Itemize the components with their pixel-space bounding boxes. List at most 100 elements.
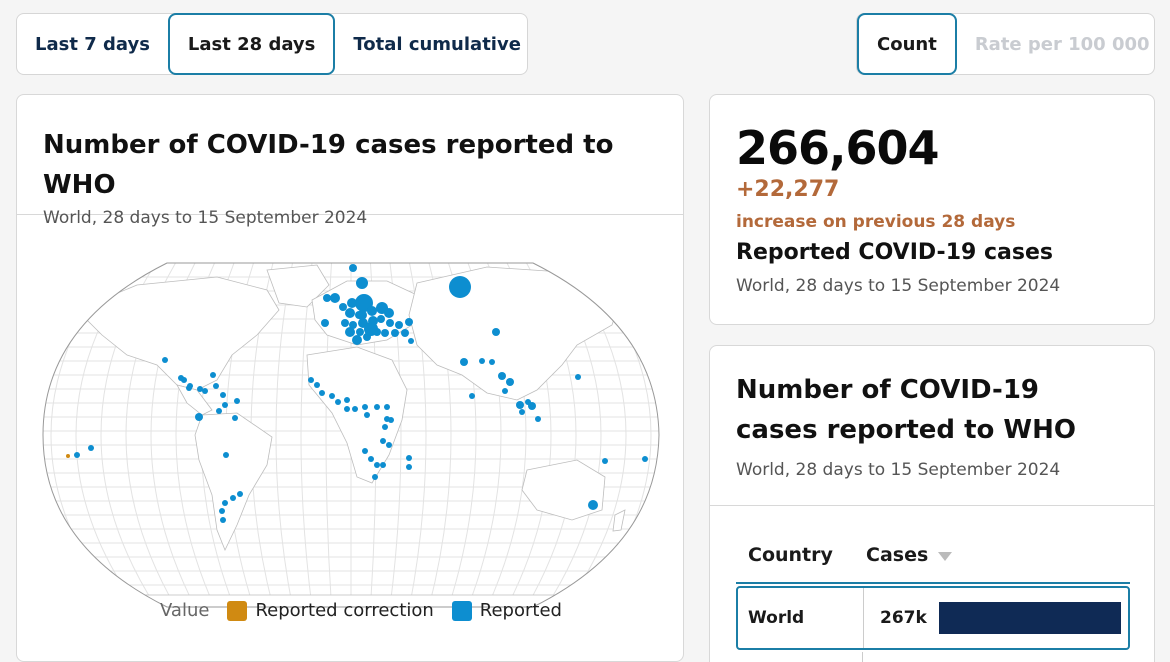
country-bubble[interactable]	[355, 311, 363, 319]
country-bubble[interactable]	[232, 415, 238, 421]
country-bubble[interactable]	[374, 404, 380, 410]
country-bubble[interactable]	[222, 500, 228, 506]
country-bubble[interactable]	[341, 319, 349, 327]
country-bubble[interactable]	[74, 452, 80, 458]
country-bubble[interactable]	[388, 417, 394, 423]
country-bubble[interactable]	[386, 442, 392, 448]
tab-rate-per-100000[interactable]: Rate per 100 000	[957, 14, 1168, 74]
table-row[interactable]: World 267k	[736, 586, 1130, 650]
country-bubble[interactable]	[479, 358, 485, 364]
country-bubble[interactable]	[319, 390, 325, 396]
country-bubble[interactable]	[321, 319, 329, 327]
country-bubble[interactable]	[382, 424, 388, 430]
country-bubble[interactable]	[449, 276, 471, 298]
country-bubble[interactable]	[223, 452, 229, 458]
country-bubble[interactable]	[162, 357, 168, 363]
country-bubble[interactable]	[345, 327, 355, 337]
country-bubble[interactable]	[362, 404, 368, 410]
country-bubble[interactable]	[498, 372, 506, 380]
country-bubble[interactable]	[502, 388, 508, 394]
country-bubble[interactable]	[356, 328, 364, 336]
country-bubble[interactable]	[347, 298, 357, 308]
country-bubble[interactable]	[219, 508, 225, 514]
country-bubble[interactable]	[575, 374, 581, 380]
country-bubble[interactable]	[345, 308, 355, 318]
world-map[interactable]	[17, 215, 683, 661]
country-bubble[interactable]	[202, 388, 208, 394]
country-bubble[interactable]	[323, 294, 331, 302]
legend-item-reported[interactable]: Reported	[451, 600, 562, 621]
country-bubble[interactable]	[391, 329, 399, 337]
country-bubble[interactable]	[364, 412, 370, 418]
country-bubble[interactable]	[492, 328, 500, 336]
country-bubble[interactable]	[349, 264, 357, 272]
country-bubble[interactable]	[197, 386, 203, 392]
country-bubble[interactable]	[362, 448, 368, 454]
correction-bubble[interactable]	[66, 454, 70, 458]
country-bubble[interactable]	[88, 445, 94, 451]
country-bubble[interactable]	[222, 402, 228, 408]
country-bubble[interactable]	[329, 393, 335, 399]
country-bubble[interactable]	[642, 456, 648, 462]
country-bubble[interactable]	[308, 377, 314, 383]
country-bubble[interactable]	[230, 495, 236, 501]
country-bubble[interactable]	[489, 359, 495, 365]
tab-total-cumulative[interactable]: Total cumulative	[335, 14, 539, 74]
tab-last-28-days[interactable]: Last 28 days	[167, 13, 336, 75]
country-bubble[interactable]	[195, 413, 203, 421]
country-bubble[interactable]	[237, 491, 243, 497]
country-bubble[interactable]	[469, 393, 475, 399]
country-bubble[interactable]	[352, 335, 362, 345]
country-bubble[interactable]	[384, 308, 394, 318]
legend-item-correction[interactable]: Reported correction	[227, 600, 434, 621]
country-bubble[interactable]	[535, 416, 541, 422]
country-bubble[interactable]	[374, 462, 380, 468]
sort-descending-icon[interactable]	[938, 552, 953, 561]
country-bubble[interactable]	[372, 474, 378, 480]
country-bubble[interactable]	[395, 321, 403, 329]
country-bubble[interactable]	[602, 458, 608, 464]
country-bubble[interactable]	[234, 398, 240, 404]
tab-count[interactable]: Count	[857, 13, 957, 75]
country-bubble[interactable]	[352, 406, 358, 412]
country-bubble[interactable]	[406, 464, 412, 470]
country-bubble[interactable]	[460, 358, 468, 366]
country-bubble[interactable]	[344, 397, 350, 403]
country-bubble[interactable]	[210, 372, 216, 378]
country-bubble[interactable]	[516, 401, 524, 409]
country-bubble[interactable]	[335, 399, 341, 405]
country-bubble[interactable]	[401, 329, 409, 337]
country-bubble[interactable]	[220, 517, 226, 523]
country-bubble[interactable]	[314, 382, 320, 388]
country-bubble[interactable]	[367, 306, 377, 316]
country-bubble[interactable]	[330, 293, 340, 303]
country-bubble[interactable]	[406, 455, 412, 461]
country-bubble[interactable]	[339, 303, 347, 311]
country-bubble[interactable]	[381, 329, 389, 337]
country-bubble[interactable]	[220, 392, 226, 398]
country-bubble[interactable]	[216, 408, 222, 414]
country-bubble[interactable]	[356, 277, 368, 289]
country-bubble[interactable]	[344, 406, 350, 412]
country-bubble[interactable]	[405, 318, 413, 326]
country-bubble[interactable]	[380, 462, 386, 468]
country-bubble[interactable]	[364, 322, 378, 336]
world-map-svg	[42, 262, 660, 608]
country-bubble[interactable]	[528, 402, 536, 410]
country-bubble[interactable]	[181, 377, 187, 383]
country-bubble[interactable]	[368, 456, 374, 462]
country-bubble[interactable]	[380, 438, 386, 444]
country-bubble[interactable]	[186, 385, 192, 391]
column-header-cases[interactable]: Cases	[866, 544, 953, 582]
country-bubble[interactable]	[506, 378, 514, 386]
country-bubble[interactable]	[213, 383, 219, 389]
country-bubble[interactable]	[349, 321, 357, 329]
country-bubble[interactable]	[377, 315, 385, 323]
country-bubble[interactable]	[384, 404, 390, 410]
country-bubble[interactable]	[386, 319, 394, 327]
column-header-country[interactable]: Country	[748, 544, 833, 566]
country-bubble[interactable]	[588, 500, 598, 510]
tab-last-7-days[interactable]: Last 7 days	[17, 14, 168, 74]
country-bubble[interactable]	[519, 409, 525, 415]
country-bubble[interactable]	[408, 338, 414, 344]
